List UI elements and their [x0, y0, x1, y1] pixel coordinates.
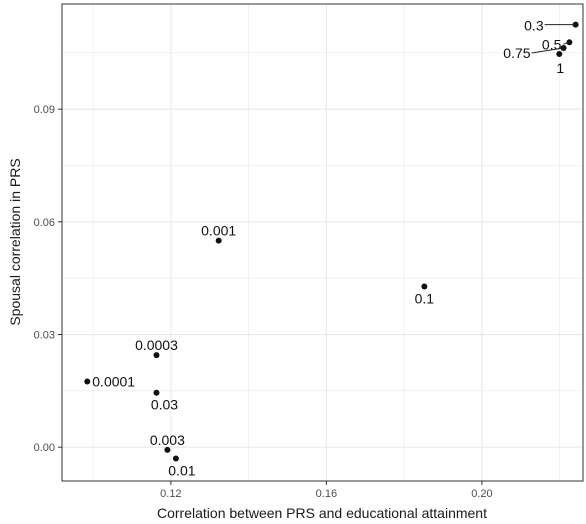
point-labels: 0.0001 0.0003 0.001 0.003 0.01 0.03 0.1 0.3 0.5 0… — [92, 18, 576, 478]
point-label: 0.03 — [151, 397, 178, 413]
data-point — [421, 283, 428, 290]
point-label: 0.001 — [201, 223, 236, 239]
x-axis-title: Correlation between PRS and educational … — [157, 505, 487, 521]
point-label: 0.003 — [150, 432, 185, 448]
data-point — [153, 352, 160, 359]
point-label: 0.75 — [503, 45, 530, 61]
data-point — [84, 378, 91, 385]
point-label: 0.0001 — [92, 373, 135, 389]
point-label: 1 — [556, 60, 564, 76]
y-tick-label: 0.06 — [34, 217, 55, 229]
axis-ticks: 0.12 0.16 0.20 0.00 0.03 0.06 0.09 — [34, 104, 493, 500]
y-tick-label: 0.09 — [34, 104, 55, 116]
x-tick-label: 0.12 — [160, 488, 181, 500]
plot-panel-border — [61, 3, 584, 482]
point-label: 0.0003 — [135, 337, 178, 353]
point-label: 0.5 — [542, 36, 562, 52]
data-point — [153, 389, 160, 396]
x-tick-label: 0.20 — [471, 488, 492, 500]
grid-lines — [62, 4, 583, 481]
y-tick-label: 0.03 — [34, 330, 55, 342]
label-leader-line — [563, 41, 570, 45]
point-label: 0.1 — [415, 290, 435, 306]
y-tick-label: 0.00 — [34, 442, 55, 454]
label-leader-line — [531, 47, 564, 54]
data-point — [556, 50, 563, 57]
x-tick-label: 0.16 — [316, 488, 337, 500]
data-point — [172, 455, 179, 462]
point-label: 0.01 — [168, 462, 195, 478]
point-label: 0.3 — [524, 18, 544, 34]
data-point — [215, 237, 222, 244]
y-axis-title: Spousal correlation in PRS — [7, 158, 23, 325]
data-points — [84, 21, 579, 462]
data-point — [164, 446, 171, 453]
